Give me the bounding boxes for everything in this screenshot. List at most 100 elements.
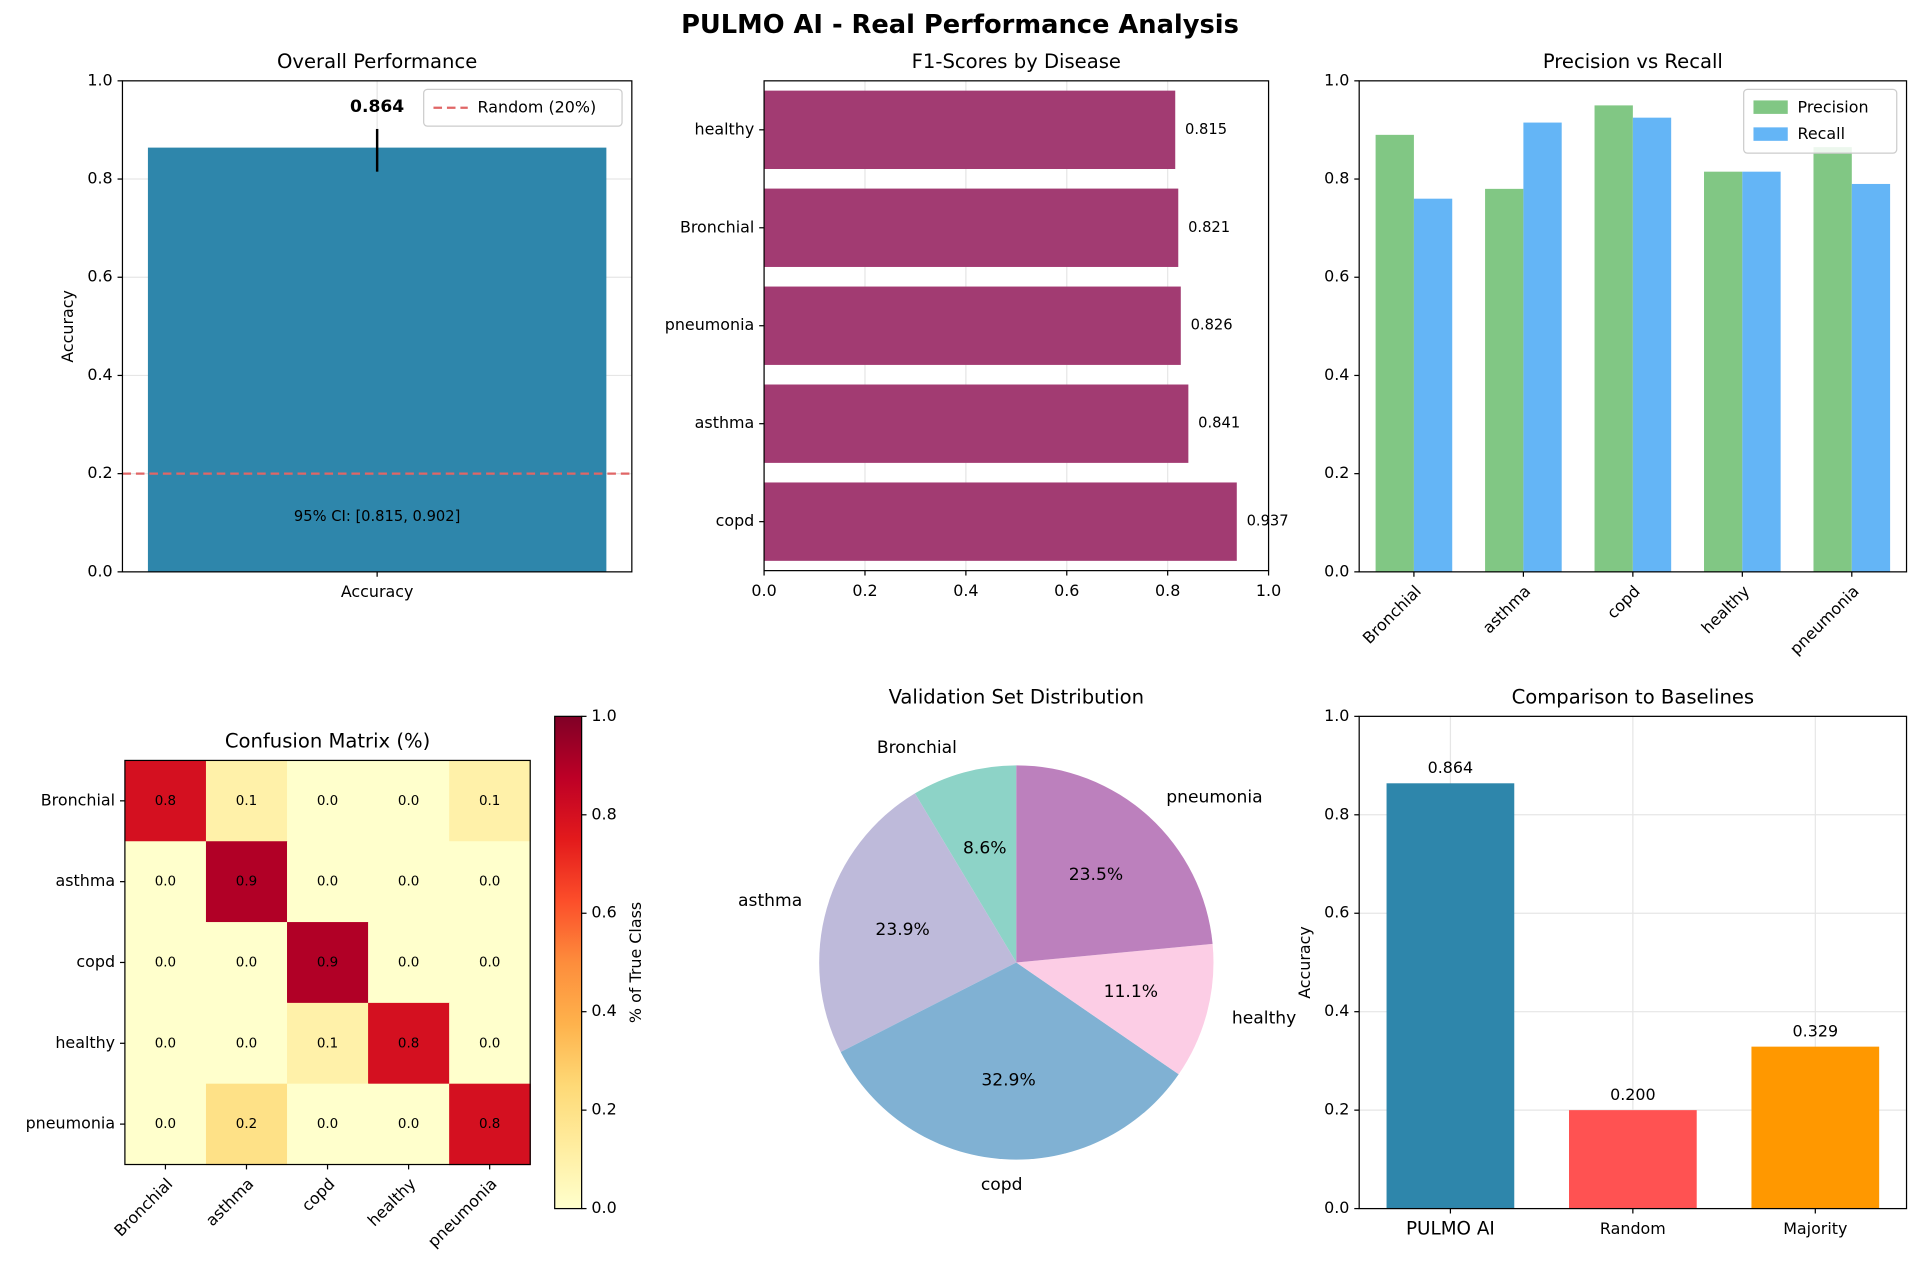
colorbar-tick-label: 0.6	[591, 903, 616, 922]
colorbar-tick-label: 0.2	[591, 1100, 616, 1119]
chart-title: Precision vs Recall	[1543, 50, 1723, 73]
heatmap-cell	[368, 841, 450, 923]
x-tick-label: Bronchial	[110, 1174, 176, 1240]
legend-swatch	[1753, 100, 1788, 114]
y-tick-label: 0.4	[1324, 1001, 1349, 1020]
x-tick-label: asthma	[1479, 582, 1535, 638]
cell-label: 0.0	[155, 1036, 176, 1051]
slice-label: pneumonia	[1166, 788, 1262, 808]
cell-label: 0.8	[398, 1036, 419, 1051]
colorbar	[554, 715, 583, 1210]
axes-frame	[121, 80, 633, 573]
heatmap-cell	[287, 760, 369, 842]
x-tick-label: Majority	[1783, 1219, 1847, 1238]
chart-title: Validation Set Distribution	[889, 685, 1145, 708]
cell-label: 0.0	[398, 875, 419, 890]
cell-label: 0.0	[236, 1036, 257, 1051]
bar	[764, 286, 1181, 365]
cell-label: 0.0	[236, 955, 257, 970]
y-tick-label: 1.0	[87, 70, 112, 89]
x-tick-label: copd	[1603, 582, 1644, 623]
colorbar-tick-label: 1.0	[591, 706, 616, 725]
y-tick-label: copd	[716, 511, 755, 530]
y-tick-label: 1.0	[1324, 706, 1349, 725]
y-tick-label: 0.8	[87, 169, 112, 188]
slice-percent: 23.5%	[1069, 865, 1123, 885]
cell-label: 0.0	[398, 794, 419, 809]
colorbar-tick-label: 0.0	[591, 1198, 616, 1217]
heatmap-cell	[287, 841, 369, 923]
y-tick-label: healthy	[695, 119, 755, 138]
y-tick-label: 0.0	[87, 561, 112, 580]
x-tick-label: Random	[1600, 1219, 1666, 1238]
bar	[764, 188, 1179, 267]
heatmap-cell	[368, 1083, 450, 1166]
y-tick-label: 0.0	[1324, 561, 1349, 580]
colorbar-tick-label: 0.4	[591, 1001, 616, 1020]
y-tick-label: healthy	[55, 1033, 115, 1052]
x-tick-label: 0.6	[1054, 581, 1079, 600]
legend-box	[423, 88, 623, 127]
heatmap-cell	[449, 1002, 531, 1085]
y-tick-label: Bronchial	[680, 217, 754, 236]
heatmap-cell	[124, 760, 207, 842]
x-tick-label: healthy	[364, 1174, 420, 1230]
cell-label: 0.0	[317, 875, 338, 890]
y-tick-label: 0.8	[1324, 804, 1349, 823]
cell-label: 0.0	[479, 955, 500, 970]
heatmap-cell	[205, 841, 288, 923]
y-tick-label: asthma	[695, 413, 755, 432]
cell-label: 0.1	[317, 1036, 338, 1051]
y-tick-label: 0.0	[1324, 1198, 1349, 1217]
x-tick-label: asthma	[202, 1174, 258, 1230]
y-tick-label: 0.6	[1324, 903, 1349, 922]
x-tick-label: healthy	[1698, 582, 1754, 638]
heatmap-cell	[368, 1002, 450, 1085]
bar	[1632, 117, 1672, 572]
x-tick-label: 0.4	[953, 581, 978, 600]
y-tick-label: 0.6	[87, 267, 112, 286]
value-label: 0.826	[1191, 317, 1233, 334]
slice-percent: 11.1%	[1104, 982, 1158, 1002]
x-tick-label: 0.8	[1155, 581, 1180, 600]
y-tick-label: 0.2	[1324, 463, 1349, 482]
heatmap-cell	[124, 1083, 207, 1166]
cell-label: 0.0	[155, 1117, 176, 1132]
heatmap-cell	[205, 760, 288, 842]
value-label: 0.841	[1198, 415, 1240, 432]
cell-label: 0.0	[155, 875, 176, 890]
bar	[1413, 198, 1453, 572]
chart-title: F1-Scores by Disease	[912, 50, 1121, 73]
axes-frame	[1358, 80, 1908, 573]
heatmap-cell	[124, 1002, 207, 1085]
bar	[147, 147, 607, 572]
bar	[1569, 1110, 1697, 1209]
bar	[1375, 134, 1414, 572]
y-tick-label: 0.2	[87, 463, 112, 482]
value-label: 0.329	[1793, 1021, 1839, 1040]
slice-label: copd	[981, 1175, 1023, 1195]
heatmap-cell	[287, 1002, 369, 1085]
slice-percent: 8.6%	[963, 838, 1007, 858]
axes-frame	[763, 80, 1270, 572]
bar	[1704, 171, 1743, 572]
cell-label: 0.9	[236, 875, 257, 890]
bar	[1594, 105, 1633, 572]
pie-slice	[914, 765, 1017, 963]
legend-label: Precision	[1798, 97, 1869, 116]
bar	[1523, 122, 1562, 572]
bar	[1485, 188, 1524, 572]
bar	[1742, 171, 1781, 572]
cell-label: 0.2	[236, 1117, 257, 1132]
y-tick-label: pneumonia	[26, 1114, 116, 1133]
bar	[764, 90, 1176, 169]
slice-percent: 32.9%	[981, 1070, 1035, 1090]
cell-label: 0.8	[479, 1117, 500, 1132]
slice-label: Bronchial	[877, 738, 957, 758]
cell-label: 0.0	[317, 1117, 338, 1132]
heatmap-cell	[205, 1002, 288, 1085]
y-axis-label: Accuracy	[58, 290, 77, 363]
value-label: 0.821	[1188, 219, 1230, 236]
heatmap-cell	[368, 922, 450, 1004]
